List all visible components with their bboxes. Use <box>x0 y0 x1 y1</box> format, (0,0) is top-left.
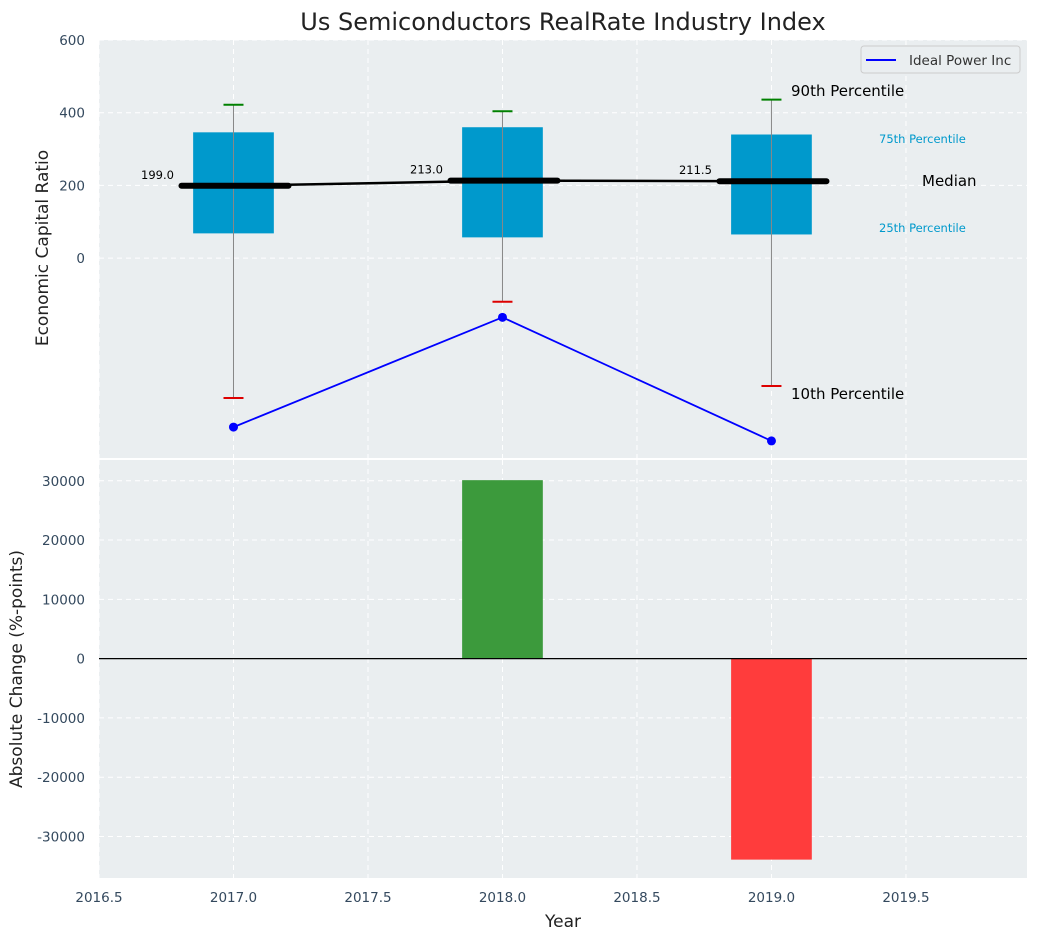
legend-box <box>860 45 1021 74</box>
bottom-y-tick-label: -20000 <box>37 770 85 786</box>
x-axis-label: Year <box>544 912 581 932</box>
annotation-75th: 75th Percentile <box>879 132 966 146</box>
change-bar <box>462 480 543 659</box>
bottom-y-tick-label: 10000 <box>42 592 85 608</box>
top-y-tick-label: 0 <box>76 251 85 267</box>
x-tick-label: 2019.5 <box>882 890 929 906</box>
change-bar <box>731 658 812 860</box>
median-value-label: 199.0 <box>141 168 174 182</box>
annotation-90th: 90th Percentile <box>791 82 904 100</box>
top-y-tick-label: 400 <box>59 106 85 122</box>
legend: Ideal Power Inc <box>860 45 1021 74</box>
series-point <box>766 436 776 446</box>
median-value-label: 211.5 <box>679 163 712 177</box>
median-value-label: 213.0 <box>410 163 443 177</box>
axes-text: 2016.5 2017.0 2017.5 2018.0 2018.5 2019.0 2019… <box>37 33 929 906</box>
bottom-y-tick-label: -10000 <box>37 711 85 727</box>
series-point <box>228 422 238 432</box>
annotation-10th: 10th Percentile <box>791 385 904 403</box>
series-point <box>497 312 507 322</box>
x-tick-label: 2017.5 <box>344 890 391 906</box>
annotation-median: Median <box>922 172 977 190</box>
bottom-y-tick-label: 20000 <box>42 533 85 549</box>
bottom-y-axis-label: Absolute Change (%-points) <box>7 550 27 788</box>
x-tick-label: 2016.5 <box>75 890 122 906</box>
chart-title: Us Semiconductors RealRate Industry Inde… <box>300 8 825 36</box>
bottom-y-tick-label: 30000 <box>42 474 85 490</box>
top-y-tick-label: 200 <box>59 178 85 194</box>
top-marks: 199.0 213.0 211.5 <box>141 98 830 446</box>
bottom-y-tick-label: -30000 <box>37 829 85 845</box>
top-y-tick-label: 600 <box>59 33 85 49</box>
bottom-y-tick-label: 0 <box>76 652 85 668</box>
x-tick-label: 2019.0 <box>748 890 795 906</box>
bottom-plot-area <box>99 460 1027 878</box>
bottom-marks <box>99 480 1027 860</box>
annotation-25th: 25th Percentile <box>879 221 966 235</box>
legend-label-ideal-power: Ideal Power Inc <box>909 53 1011 69</box>
x-tick-label: 2018.5 <box>613 890 660 906</box>
x-tick-label: 2017.0 <box>210 890 257 906</box>
top-plot-area <box>99 40 1027 458</box>
top-y-axis-label: Economic Capital Ratio <box>33 150 53 346</box>
x-tick-label: 2018.0 <box>479 890 526 906</box>
